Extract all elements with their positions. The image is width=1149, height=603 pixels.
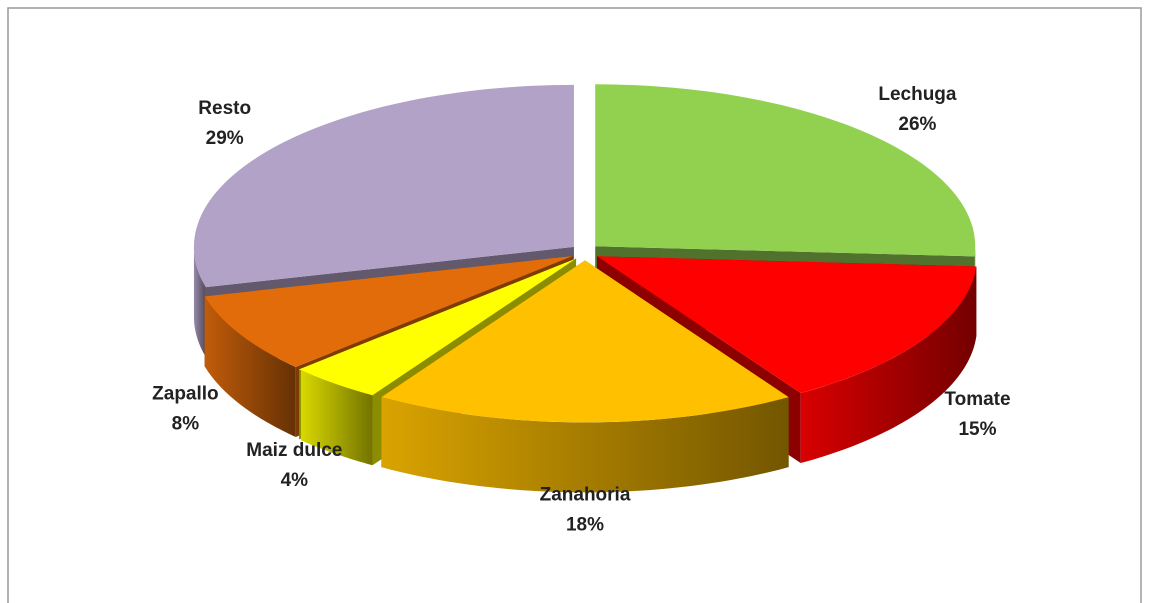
slice-label-name: Maiz dulce bbox=[246, 440, 342, 461]
slice-label-name: Resto bbox=[198, 98, 251, 119]
slice-top bbox=[204, 256, 573, 367]
slice-label-value: 8% bbox=[172, 414, 200, 435]
pie-slice bbox=[381, 260, 789, 493]
slice-top bbox=[193, 84, 574, 288]
slice-label-value: 4% bbox=[281, 470, 309, 491]
slice-label-name: Lechuga bbox=[878, 84, 957, 105]
slice-top bbox=[597, 256, 977, 394]
slice-top bbox=[595, 84, 976, 257]
slice-side bbox=[381, 397, 789, 493]
slice-label-name: Zanahoria bbox=[540, 484, 631, 505]
slice-top bbox=[381, 260, 789, 423]
slice-label-value: 26% bbox=[898, 114, 936, 135]
slice-top bbox=[299, 258, 577, 396]
slice-side bbox=[204, 296, 296, 437]
slice-label-value: 29% bbox=[206, 128, 244, 149]
slice-side bbox=[300, 370, 373, 466]
slice-side bbox=[193, 247, 206, 358]
slice-label-name: Zapallo bbox=[152, 384, 219, 405]
slice-label-value: 18% bbox=[566, 514, 604, 535]
slice-label-name: Tomate bbox=[944, 389, 1010, 410]
slice-side bbox=[800, 266, 977, 464]
slice-label-value: 15% bbox=[958, 419, 996, 440]
